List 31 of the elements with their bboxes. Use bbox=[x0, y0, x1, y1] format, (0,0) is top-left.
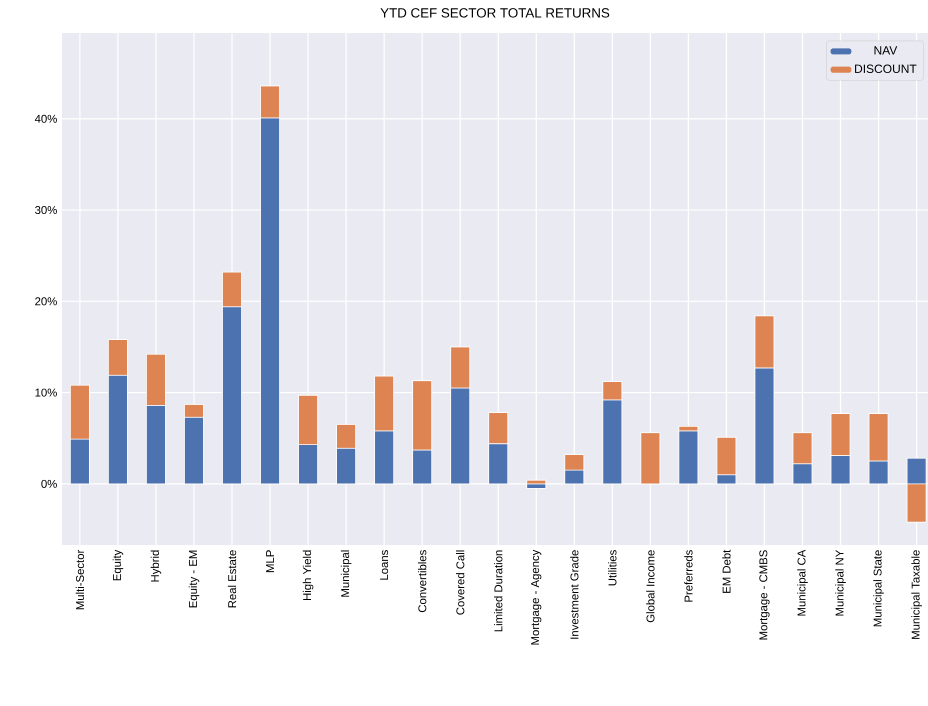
x-tick-label: Mortgage - CMBS bbox=[759, 550, 770, 640]
x-tick-label: Municipal bbox=[340, 550, 352, 597]
x-tick-label: Real Estate bbox=[228, 550, 236, 608]
x-tick-label: Utilities bbox=[608, 550, 616, 586]
legend-label: DISCOUNT bbox=[855, 64, 916, 74]
legend-label: NAV bbox=[874, 46, 898, 55]
x-tick-label: Municipal State bbox=[873, 550, 884, 626]
x-tick-label: High Yield bbox=[302, 550, 314, 600]
x-tick-label: MLP bbox=[266, 550, 274, 572]
x-tick-label: Preferreds bbox=[684, 550, 693, 602]
y-tick-label: 20% bbox=[35, 297, 57, 306]
x-tick-label: Municipal Taxable bbox=[911, 550, 922, 639]
x-tick-label: Municipal CA bbox=[797, 550, 808, 616]
x-tick-label: Loans bbox=[380, 550, 388, 580]
x-tick-label: Convertibles bbox=[418, 550, 426, 612]
x-tick-label: Hybrid bbox=[150, 550, 162, 582]
x-tick-label: Equity bbox=[112, 550, 124, 580]
y-tick-label: 0% bbox=[41, 480, 57, 488]
y-tick-label: 30% bbox=[35, 206, 57, 214]
x-tick-label: Multi-Sector bbox=[76, 550, 84, 610]
x-tick-label: Mortgage - Agency bbox=[531, 550, 542, 645]
x-tick-label: Limited Duration bbox=[494, 550, 502, 632]
x-tick-label: Municipal NY bbox=[835, 550, 846, 616]
y-tick-label: 40% bbox=[34, 114, 57, 123]
x-tick-label: Equity - EM bbox=[188, 550, 200, 608]
x-tick-label: Covered Call bbox=[456, 550, 464, 615]
x-tick-label: Investment Grade bbox=[570, 550, 578, 639]
x-tick-label: Global Income bbox=[646, 550, 655, 622]
x-tick-label: EM Debt bbox=[722, 550, 731, 593]
y-tick-label: 10% bbox=[35, 388, 57, 397]
chart-title: YTD CEF SECTOR TOTAL RETURNS bbox=[380, 8, 610, 18]
